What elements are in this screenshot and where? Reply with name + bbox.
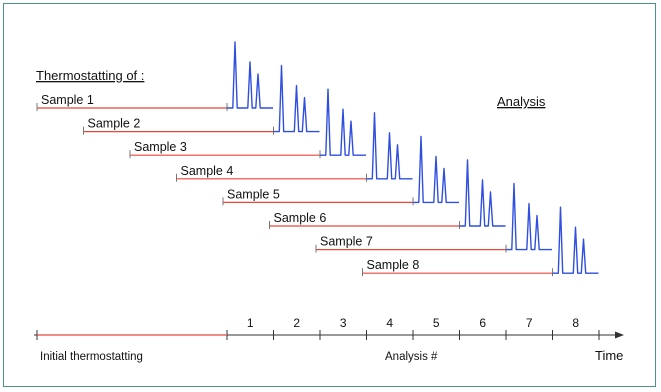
- sample-row: Sample 2: [83, 64, 320, 135]
- thermostatting-heading: Thermostatting of :: [36, 68, 144, 83]
- analysis-number: 4: [386, 316, 393, 330]
- sample-row: Sample 4: [176, 112, 413, 182]
- analysis-label: Analysis: [497, 94, 546, 109]
- sample-label: Sample 4: [181, 164, 234, 178]
- sample-row: Sample 1: [36, 41, 273, 111]
- sample-label: Sample 6: [274, 211, 327, 225]
- analysis-number: 3: [340, 316, 347, 330]
- time-label: Time: [595, 348, 623, 363]
- sample-rows: Sample 1 Sample 2 Sample 3 Sample 4 Sample 5…: [36, 41, 599, 277]
- sample-row: Sample 6: [269, 159, 506, 229]
- sample-row: Sample 3: [129, 88, 366, 159]
- chromatogram: [366, 112, 413, 180]
- sample-label: Sample 1: [41, 93, 94, 107]
- initial-thermostatting-label: Initial thermostatting: [40, 351, 143, 363]
- sample-row: Sample 7: [315, 182, 552, 253]
- axis-arrow: [615, 331, 624, 339]
- sample-label: Sample 7: [320, 235, 373, 249]
- chromatogram: [506, 182, 552, 251]
- analysis-number: 7: [526, 316, 533, 330]
- chromatogram: [552, 206, 599, 274]
- sample-label: Sample 8: [367, 258, 420, 272]
- sample-label: Sample 5: [227, 187, 280, 201]
- chromatogram: [227, 41, 273, 109]
- sample-row: Sample 5: [222, 135, 459, 206]
- sample-label: Sample 3: [134, 140, 187, 154]
- analysis-number-label: Analysis #: [385, 351, 438, 363]
- thermostatting-diagram: Thermostatting of : Analysis Sample 1Sam…: [34, 41, 624, 363]
- time-axis: 1 2 3 4 5 6 7 8 Initial thermostatting Analysis #…: [34, 316, 624, 363]
- analysis-number: 5: [433, 316, 440, 330]
- analysis-number: 6: [479, 316, 486, 330]
- sample-row: Sample 8: [362, 206, 599, 277]
- sample-label: Sample 2: [88, 117, 141, 131]
- chromatogram: [459, 159, 506, 227]
- analysis-number: 2: [293, 316, 300, 330]
- chromatogram: [273, 64, 320, 133]
- chromatogram: [320, 88, 366, 156]
- analysis-number: 1: [247, 316, 254, 330]
- figure-frame: Thermostatting of : Analysis Sample 1 Sam…: [3, 3, 656, 387]
- analysis-number: 8: [572, 316, 579, 330]
- chromatogram: [413, 135, 459, 204]
